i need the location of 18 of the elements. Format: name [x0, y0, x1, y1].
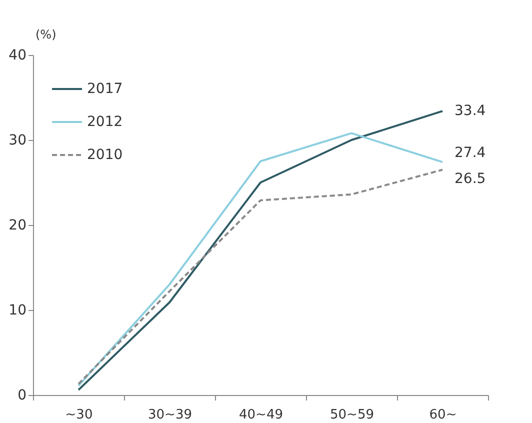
x-tick-label: 30~39: [148, 408, 192, 422]
line-series: [78, 168, 444, 385]
y-tick-label: 10: [8, 302, 26, 318]
y-tick-label: 0: [18, 388, 26, 404]
y-axis-title: (%): [36, 28, 56, 42]
x-tick-label: ~30: [65, 408, 93, 422]
data-label: 26.5: [454, 170, 486, 187]
x-tick-label: 40~49: [239, 408, 283, 422]
y-tick-label: 30: [8, 132, 26, 148]
y-tick-label: 40: [8, 48, 26, 64]
x-tick-label: 60~: [429, 408, 457, 422]
legend-label: 2010: [87, 147, 123, 163]
legend-label: 2012: [87, 114, 123, 130]
x-tick-label: 50~59: [330, 408, 374, 422]
legend-label: 2017: [87, 81, 123, 97]
data-label: 33.4: [454, 103, 486, 120]
data-label: 27.4: [454, 145, 486, 162]
y-tick-label: 20: [8, 218, 26, 234]
